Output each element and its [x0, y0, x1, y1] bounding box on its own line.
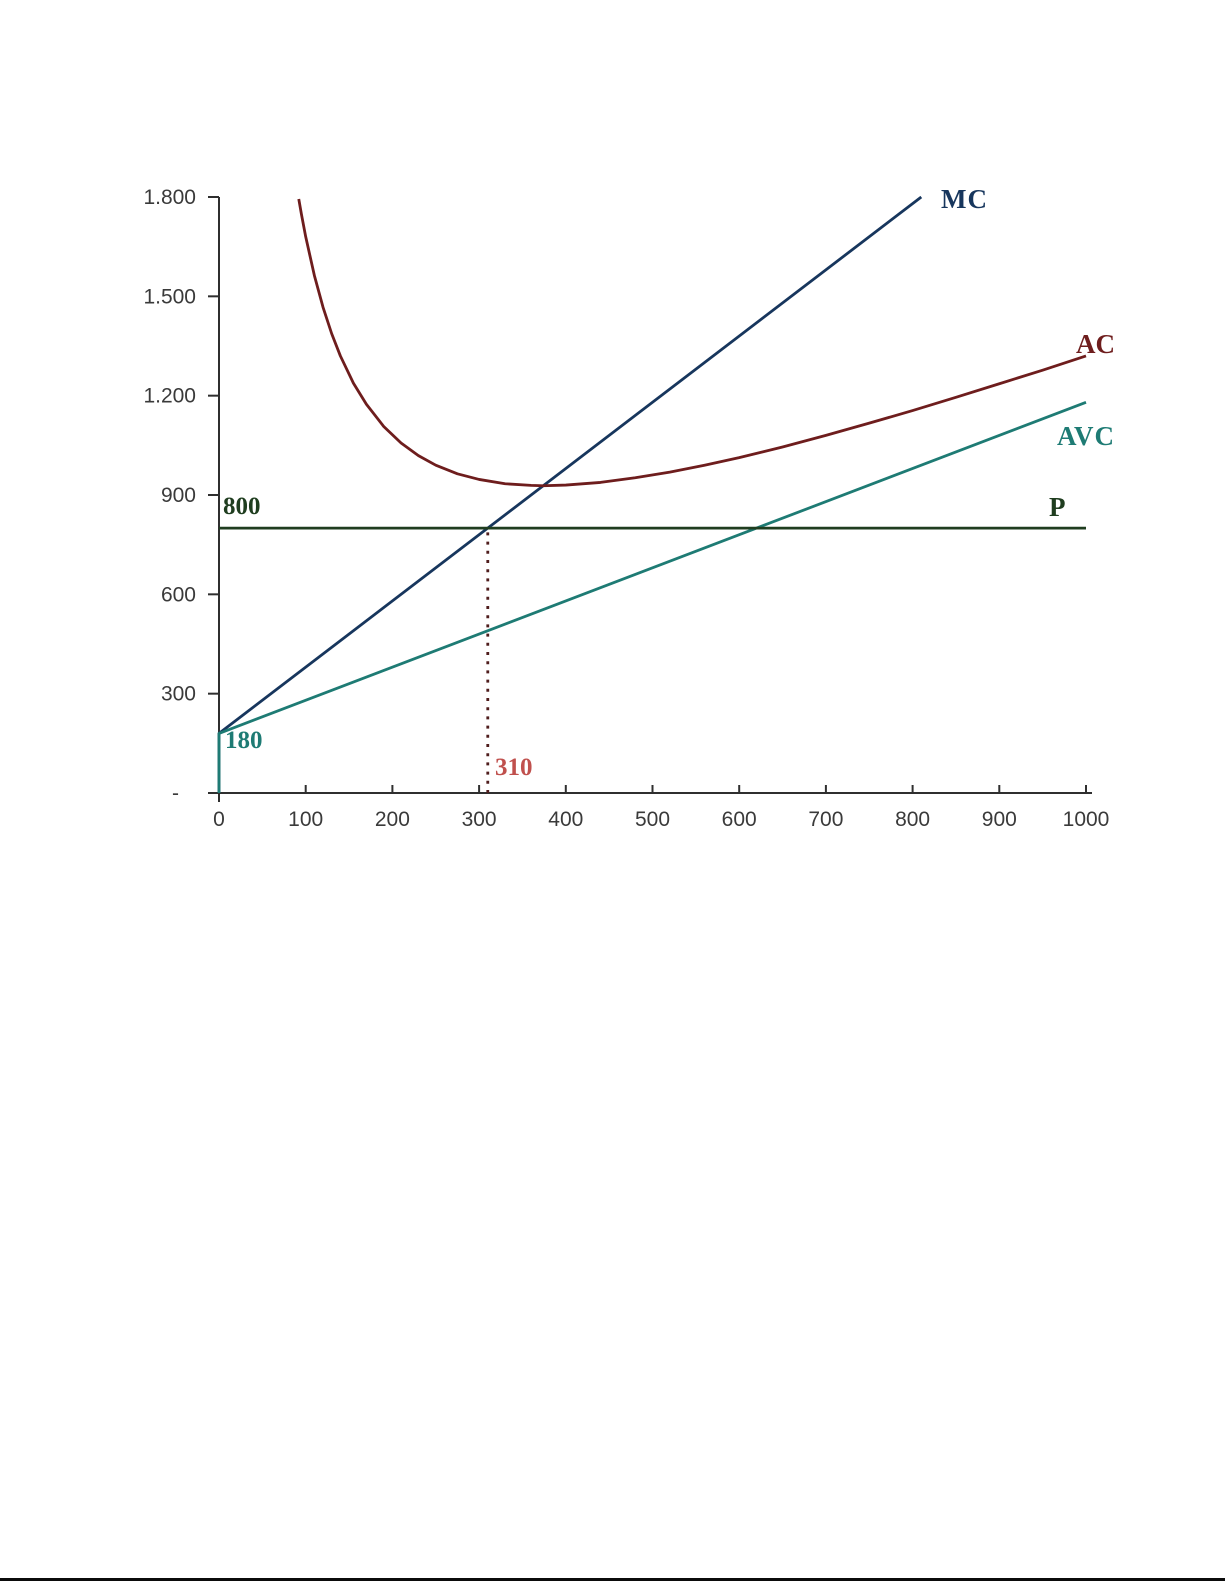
y-tick-label: - — [172, 782, 179, 805]
y-tick-label: 900 — [161, 484, 196, 507]
x-tick-label: 400 — [548, 808, 583, 831]
x-tick-label: 300 — [462, 808, 497, 831]
x-tick-label: 700 — [808, 808, 843, 831]
x-tick-label: 200 — [375, 808, 410, 831]
y-tick-label: 1.500 — [143, 285, 196, 308]
mc-line — [217, 195, 923, 793]
p-line-label: P — [1049, 492, 1066, 522]
price-value-label: 800 — [223, 493, 261, 520]
intercept-value-label: 180 — [225, 727, 263, 754]
ac-line — [297, 198, 1087, 488]
x-tick-label: 100 — [288, 808, 323, 831]
avc-line — [217, 400, 1087, 793]
y-tick-label: 600 — [161, 583, 196, 606]
avc-curve-label: AVC — [1057, 421, 1116, 451]
quantity-value-label: 310 — [495, 754, 533, 781]
x-tick-label: 600 — [722, 808, 757, 831]
mc-curve-label: MC — [941, 184, 988, 214]
y-tick-label: 300 — [161, 683, 196, 706]
ac-curve-label: AC — [1076, 329, 1115, 359]
x-tick-label: 1000 — [1063, 808, 1110, 831]
x-tick-label: 500 — [635, 808, 670, 831]
x-tick-label: 800 — [895, 808, 930, 831]
y-tick-label: 1.800 — [143, 186, 196, 209]
x-tick-label: 0 — [213, 808, 225, 831]
y-tick-label: 1.200 — [143, 385, 196, 408]
page-bottom-rule — [0, 1578, 1225, 1581]
x-tick-label: 900 — [982, 808, 1017, 831]
